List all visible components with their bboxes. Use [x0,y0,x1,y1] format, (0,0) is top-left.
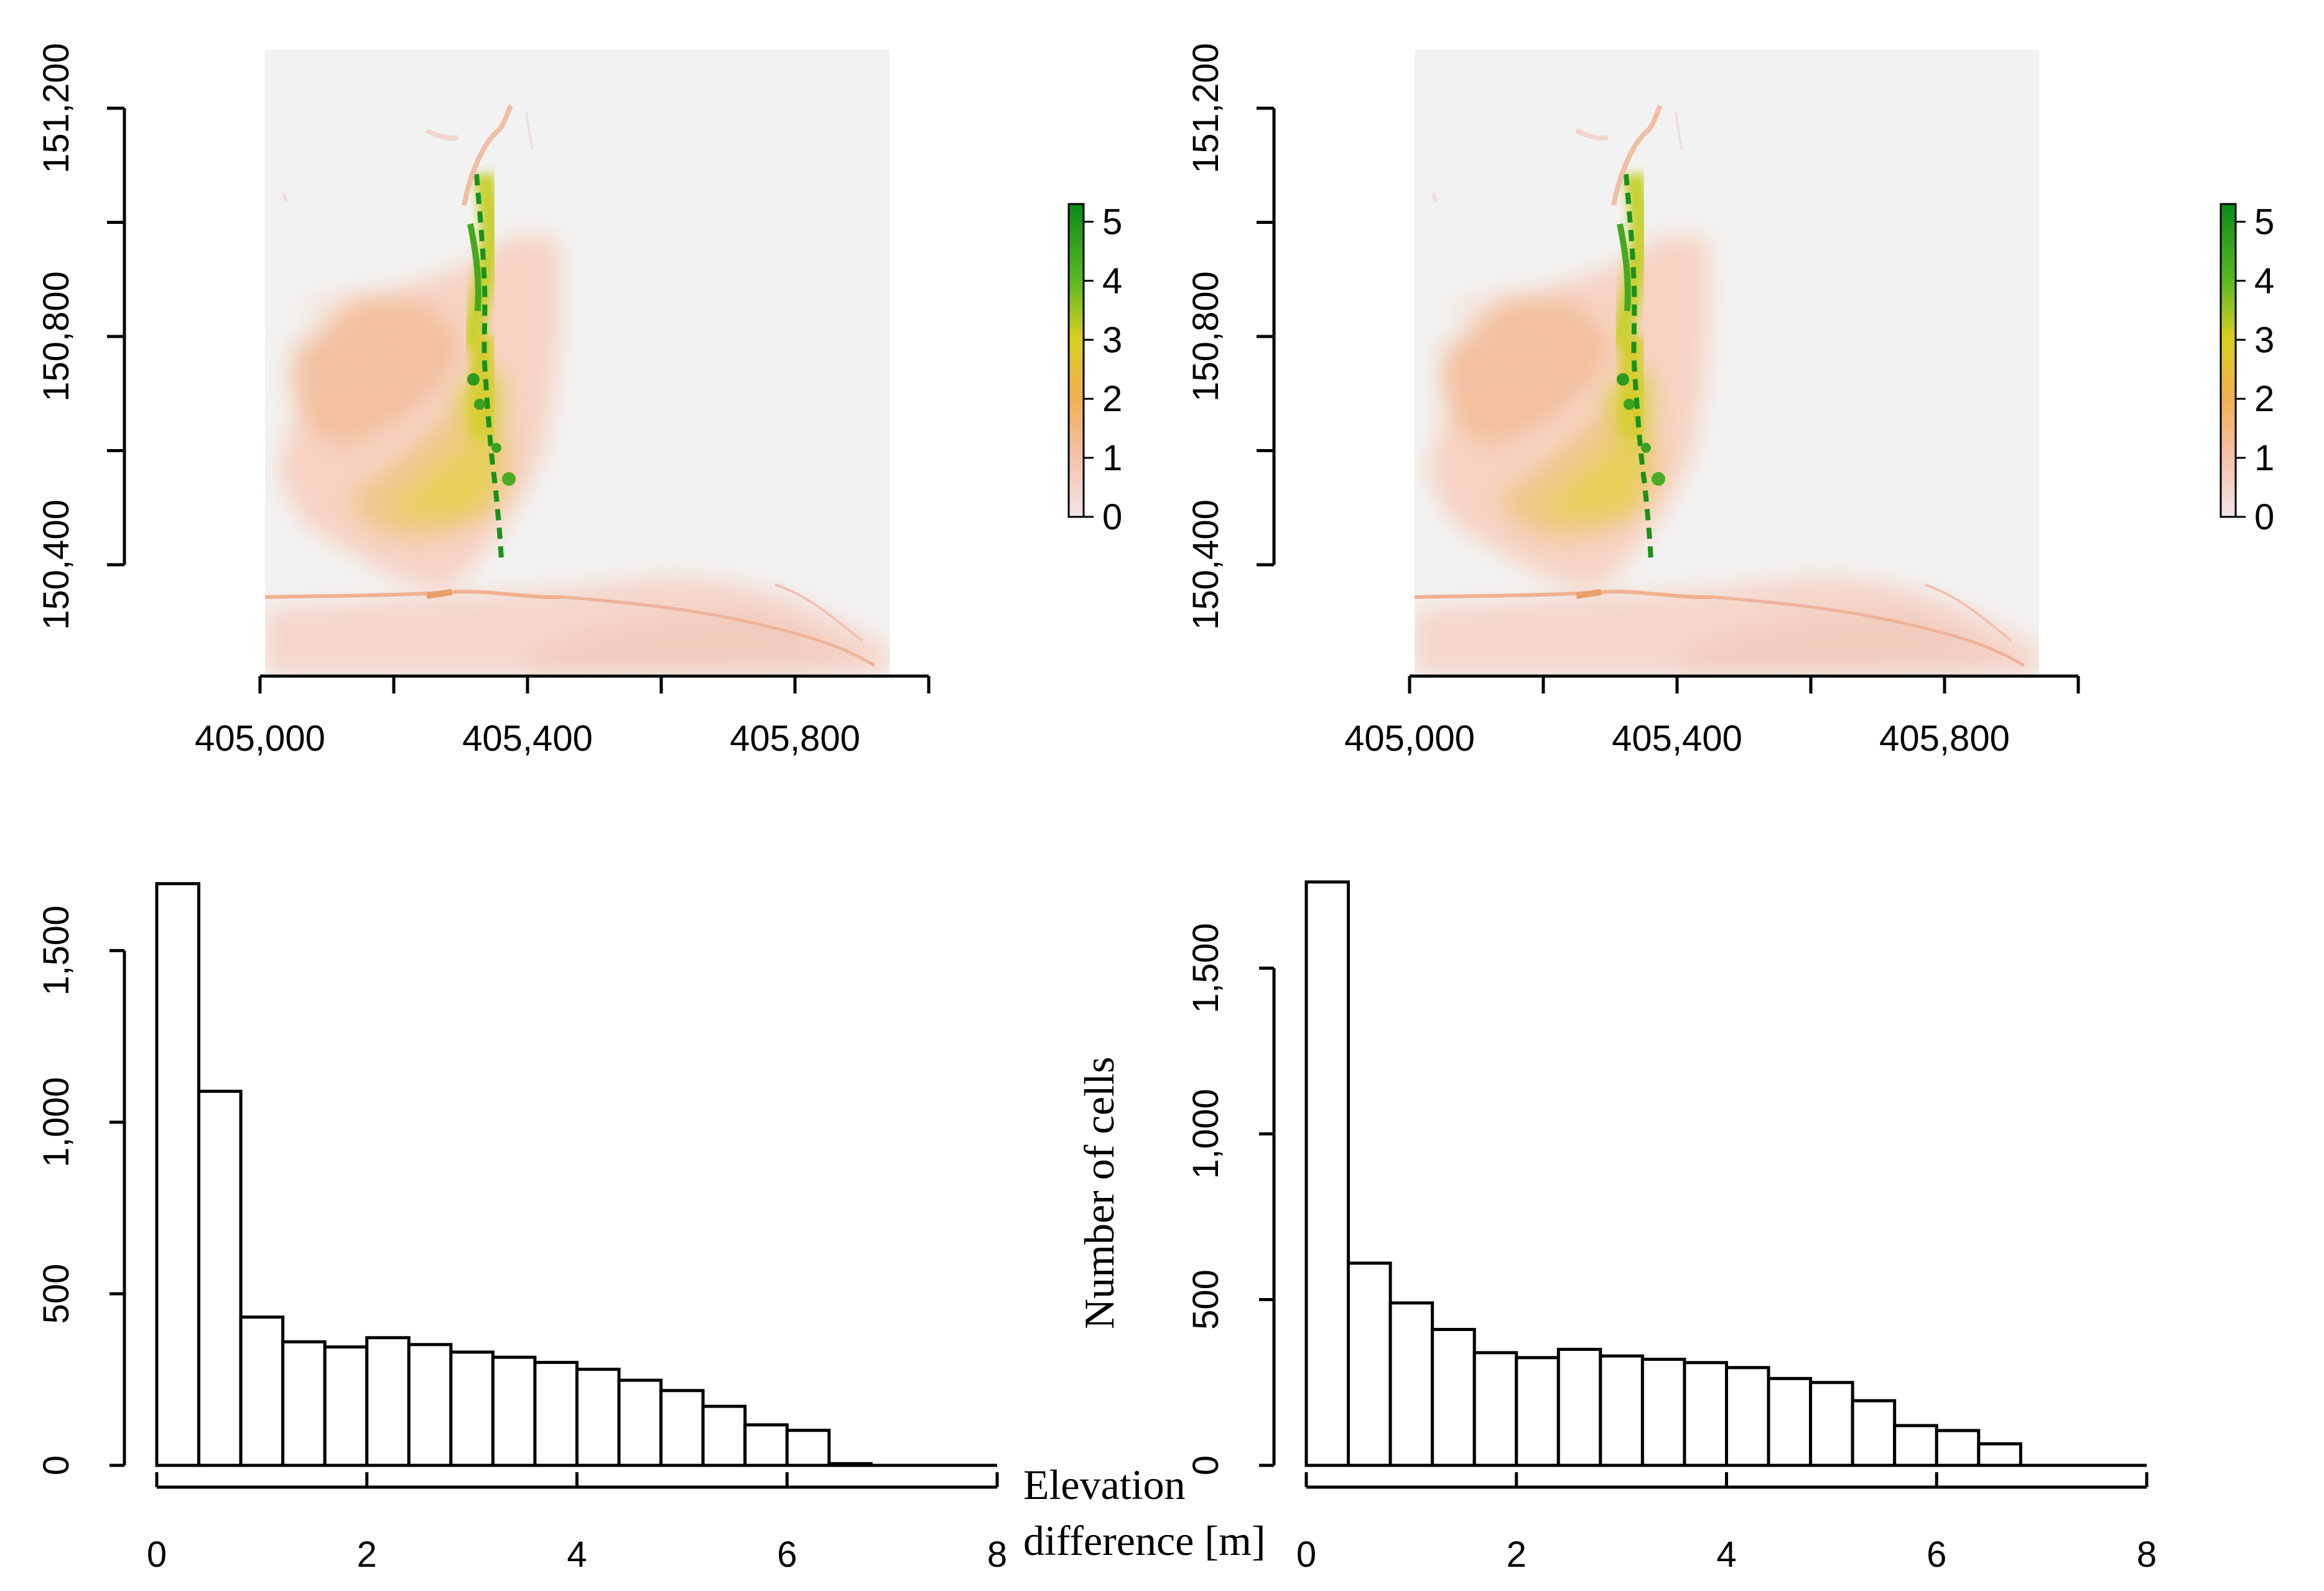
hist-xlabel-line2: difference [m] [1023,1517,1266,1564]
map-right-legend-tick-label: 3 [2254,320,2274,360]
map-right-legend-tick-label: 0 [2254,497,2274,537]
hist-left-bar [281,1340,327,1467]
hist-right-bar [1304,880,1350,1467]
map-right-y-tick-label: 150,400 [1186,499,1226,630]
map-left-legend-ticks: 0 1 2 3 4 5 [1084,202,1122,537]
hist-left-bar [323,1345,369,1467]
hist-left-x-tick-label: 4 [567,1534,587,1575]
map-left-panel: 405,000 405,400 405,800 150,400 150,800 151,2… [36,43,1122,759]
hist-left-bar [491,1355,537,1467]
hist-right-bar [1599,1354,1644,1467]
map-right-legend-tick-label: 5 [2254,202,2274,242]
hist-right-bar [1725,1366,1770,1467]
hist-right-x-tick-label: 2 [1507,1534,1527,1575]
map-right-panel: 405,000 405,400 405,800 150,400 150,800 151,2… [1186,43,2274,759]
map-right-legend-colorbar [2219,203,2237,518]
hist-left-x-tick-label: 2 [357,1534,377,1575]
hist-left-y-tick-label: 1,500 [36,906,77,996]
hist-right-bar [1767,1376,1813,1467]
map-right-legend-tick-label: 4 [2254,261,2274,301]
hist-right-bar [1556,1347,1602,1467]
hist-left-bar [659,1389,705,1467]
hist-right-bar [1683,1361,1728,1467]
hist-right-panel: 0 2 4 6 8 0 500 1,000 1,500 [1186,880,2157,1575]
map-left-legend-tick-label: 1 [1102,438,1122,478]
hist-left-bar [617,1378,663,1467]
hist-left-axes: 0 2 4 6 8 0 500 1,000 1,500 [36,906,1007,1575]
map-left-legend-tick-label: 5 [1102,202,1122,242]
hist-right-bar [1347,1261,1392,1467]
map-right-y-tick-label: 151,200 [1186,43,1226,174]
hist-left-bar [449,1350,495,1467]
map-left-y-tick-label: 150,800 [36,271,77,402]
hist-right-bar [1851,1399,1897,1467]
hist-right-bars [1304,880,2147,1467]
map-right-legend-tick-label: 1 [2254,438,2274,478]
hist-right-bar [1472,1351,1518,1467]
map-left-legend-colorbar [1067,203,1085,518]
map-right-x-tick-label: 405,000 [1344,718,1475,759]
map-right-axes: 405,000 405,400 405,800 150,400 150,800 151,2… [1186,43,2080,759]
hist-left-bar [365,1336,411,1467]
hist-xlabel-line1: Elevation [1023,1461,1186,1508]
map-left-legend-tick-label: 3 [1102,320,1122,360]
hist-right-y-tick-label: 1,000 [1186,1088,1226,1179]
hist-left-y-tick-label: 0 [36,1455,77,1475]
hist-ylabel: Number of cells [1076,1057,1123,1329]
hist-left-bar [827,1462,873,1467]
hist-right-x-tick-label: 8 [2137,1534,2157,1575]
map-left-legend-tick-label: 2 [1102,379,1122,419]
hist-left-bar [785,1429,831,1467]
hist-right-bar [1935,1429,1981,1467]
map-left-legend-tick-label: 0 [1102,497,1122,537]
map-left-y-tick-label: 151,200 [36,43,77,174]
hist-right-bar [1431,1327,1476,1467]
hist-left-bar [197,1090,243,1467]
map-right-legend-ticks: 0 1 2 3 4 5 [2236,202,2274,537]
hist-right-bar [1640,1357,1686,1467]
hist-left-y-tick-label: 500 [36,1264,77,1324]
hist-left-bar [239,1315,285,1467]
hist-left-bar [533,1360,579,1467]
hist-left-x-tick-label: 8 [987,1534,1007,1575]
map-left-y-tick-label: 150,400 [36,499,77,630]
hist-right-y-tick-label: 0 [1186,1455,1226,1475]
hist-right-y-tick-label: 500 [1186,1269,1226,1330]
hist-left-bar [575,1368,621,1467]
hist-right-x-tick-label: 6 [1927,1534,1946,1575]
map-left-x-tick-label: 405,800 [730,718,860,759]
map-right-legend: 0 1 2 3 4 5 [2219,202,2274,537]
hist-right-axes: 0 2 4 6 8 0 500 1,000 1,500 [1186,923,2157,1575]
map-right-y-tick-label: 150,800 [1186,271,1226,402]
map-left-legend-tick-label: 4 [1102,261,1122,301]
hist-left-bar [155,882,201,1467]
hist-right-y-tick-label: 1,500 [1186,923,1226,1013]
hist-right-x-tick-label: 4 [1716,1534,1736,1575]
hist-left-x-tick-label: 6 [777,1534,797,1575]
map-left-x-tick-label: 405,000 [195,718,325,759]
hist-right-bar [1977,1442,2022,1467]
map-right-x-tick-label: 405,800 [1879,718,2010,759]
map-left-legend: 0 1 2 3 4 5 [1067,202,1122,537]
hist-right-bar [1809,1381,1854,1467]
map-left-axes: 405,000 405,400 405,800 150,400 150,800 151,2… [36,43,931,759]
hist-left-y-tick-label: 1,000 [36,1077,77,1167]
hist-right-x-tick-label: 0 [1296,1534,1316,1575]
map-left-x-tick-label: 405,400 [462,718,593,759]
hist-left-bar [407,1343,453,1467]
hist-left-bar [743,1423,789,1467]
hist-right-bar [1388,1301,1434,1467]
hist-right-bar [1893,1424,1938,1467]
hist-left-bars [155,882,997,1467]
hist-left-x-tick-label: 0 [147,1534,167,1575]
hist-right-bar [1515,1356,1560,1467]
map-right-legend-tick-label: 2 [2254,379,2274,419]
hist-left-panel: 0 2 4 6 8 0 500 1,000 1,500 [36,882,1007,1575]
map-right-x-tick-label: 405,400 [1612,718,1742,759]
hist-left-bar [701,1404,747,1467]
